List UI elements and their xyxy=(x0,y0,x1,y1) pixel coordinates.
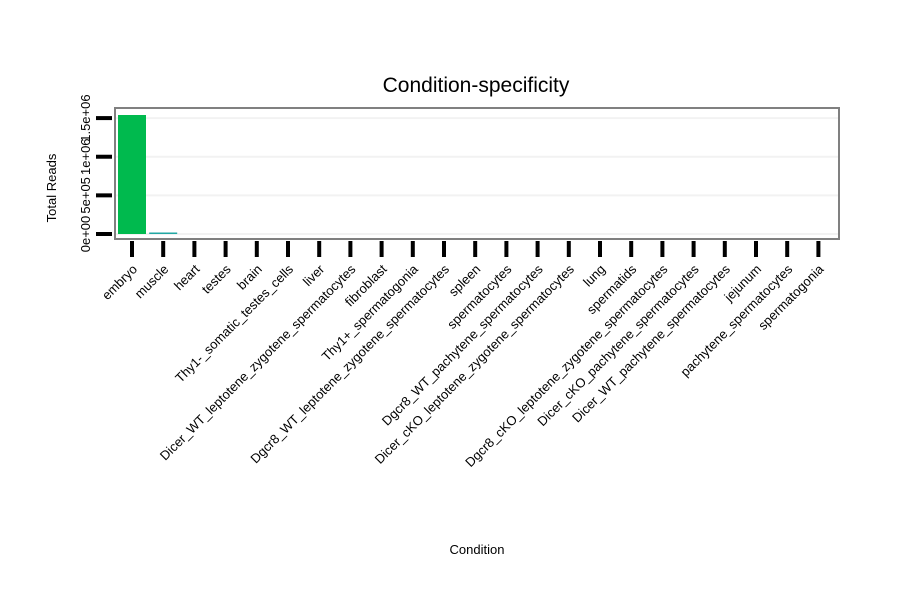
y-tick-label: 5e+05 xyxy=(78,177,93,214)
bar xyxy=(149,232,178,234)
x-tick-label: embryo xyxy=(99,262,140,303)
bars xyxy=(118,115,178,234)
y-axis-label: Total Reads xyxy=(44,153,59,222)
x-tick-label: muscle xyxy=(132,262,172,302)
grid-lines xyxy=(115,117,839,235)
bar xyxy=(118,115,146,234)
y-tick-label: 0e+00 xyxy=(78,216,93,253)
y-axis: 0e+00 5e+05 1e+061.5e+06 xyxy=(78,94,112,252)
y-tick-label: 1.5e+06 xyxy=(78,94,93,141)
x-tick-label: heart xyxy=(171,261,203,293)
x-axis-label: Condition xyxy=(450,542,505,557)
y-tick-label: 1e+06 xyxy=(78,138,93,175)
plot-frame xyxy=(114,107,840,240)
x-tick-label: testes xyxy=(199,261,234,296)
chart-title: Condition-specificity xyxy=(383,74,570,97)
